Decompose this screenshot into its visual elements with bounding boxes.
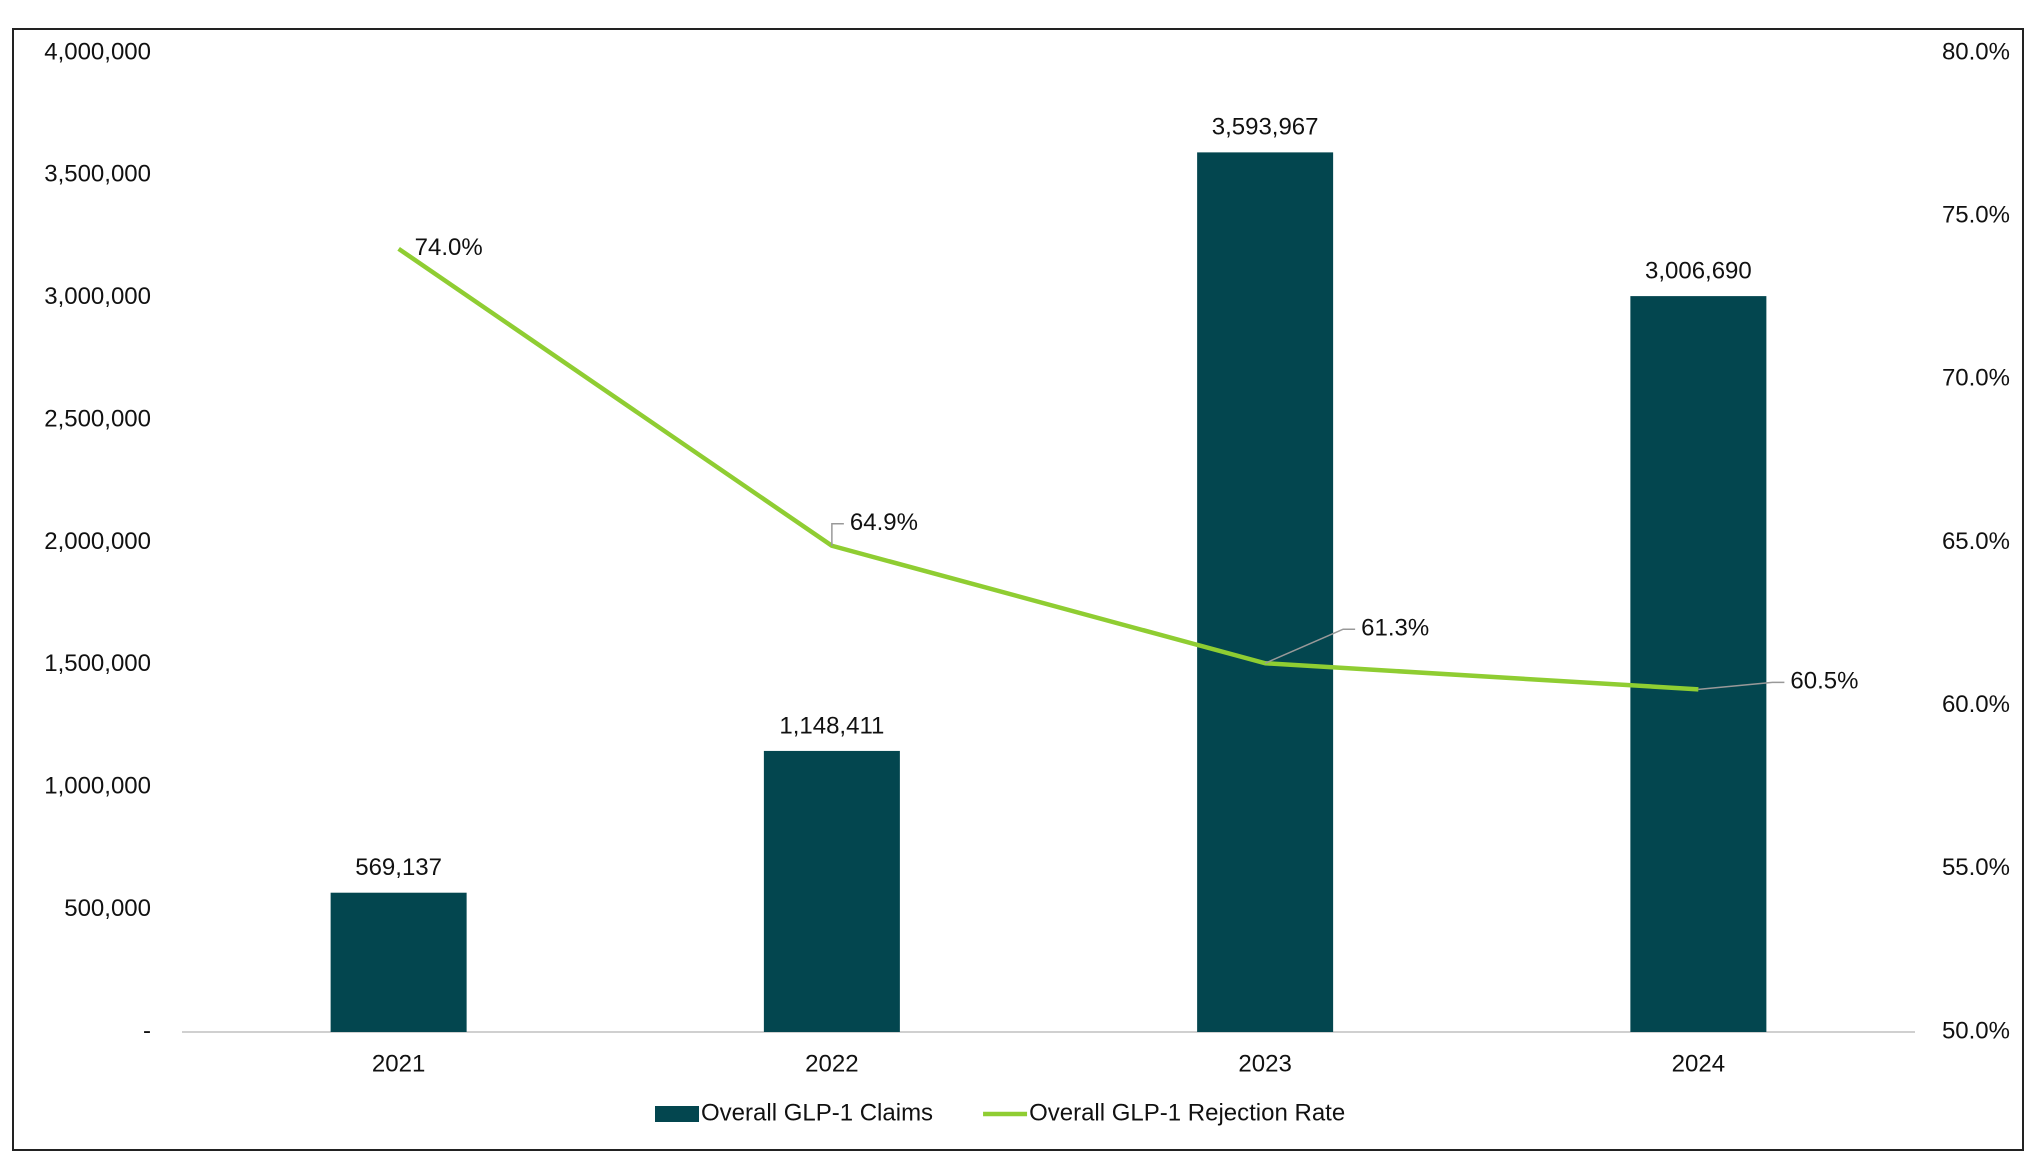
leader-line <box>1264 628 1356 664</box>
y-tick-label: 1,000,000 <box>44 773 151 800</box>
y2-tick-label: 75.0% <box>1942 202 2010 229</box>
bar-value-label: 3,006,690 <box>1645 257 1752 284</box>
leader-line <box>831 523 844 546</box>
y-tick-label: 2,500,000 <box>44 405 151 432</box>
y-tick-label: 4,000,000 <box>44 38 151 65</box>
bar-value-label: 3,593,967 <box>1212 114 1319 141</box>
y-tick-label: 2,000,000 <box>44 528 151 555</box>
leader-line <box>1698 681 1785 691</box>
bar <box>1197 152 1334 1032</box>
y2-tick-label: 70.0% <box>1942 365 2010 392</box>
y-tick-label: - <box>143 1017 151 1044</box>
y-tick-label: 3,500,000 <box>44 161 151 188</box>
bar <box>1630 296 1767 1032</box>
x-tick-label: 2022 <box>805 1050 858 1077</box>
y2-tick-label: 60.0% <box>1942 691 2010 718</box>
bar <box>330 892 467 1032</box>
y2-tick-label: 55.0% <box>1942 854 2010 881</box>
line-value-label: 64.9% <box>850 509 918 536</box>
bar <box>763 750 900 1032</box>
line-value-label: 74.0% <box>415 234 483 261</box>
legend-label: Overall GLP-1 Claims <box>701 1099 933 1126</box>
x-tick-label: 2023 <box>1238 1050 1291 1077</box>
bar-value-label: 1,148,411 <box>779 712 884 739</box>
line-value-label: 61.3% <box>1361 615 1429 642</box>
y-tick-label: 1,500,000 <box>44 650 151 677</box>
x-tick-label: 2024 <box>1672 1050 1725 1077</box>
legend-label: Overall GLP-1 Rejection Rate <box>1029 1099 1345 1126</box>
y2-tick-label: 50.0% <box>1942 1017 2010 1044</box>
y2-tick-label: 65.0% <box>1942 528 2010 555</box>
y-tick-label: 500,000 <box>64 895 151 922</box>
line <box>397 246 1699 692</box>
bar-value-label: 569,137 <box>355 854 442 881</box>
y-tick-label: 3,000,000 <box>44 283 151 310</box>
x-tick-label: 2021 <box>372 1050 425 1077</box>
line-value-label: 60.5% <box>1790 668 1858 695</box>
legend-swatch <box>655 1106 699 1122</box>
y2-tick-label: 80.0% <box>1942 38 2010 65</box>
